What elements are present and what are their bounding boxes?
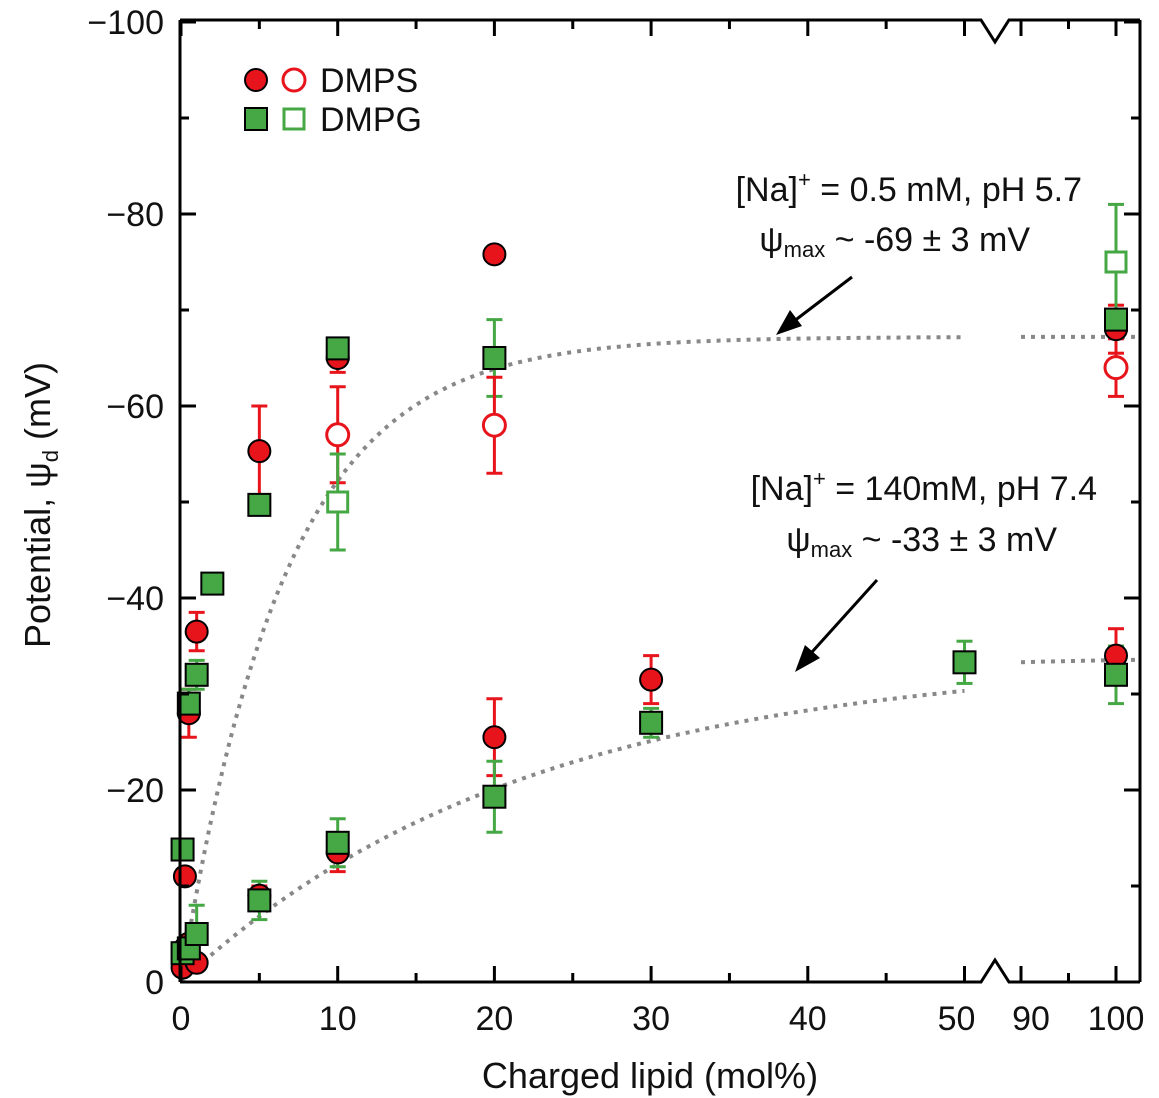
annotation-high-salt-line1: [Na]+ = 140mM, pH 7.4 bbox=[751, 466, 1097, 508]
dmpg-point bbox=[327, 832, 349, 854]
annotation-high-salt-line2: ψmax ~ -33 ± 3 mV bbox=[786, 521, 1057, 562]
fit-curve-low-salt bbox=[181, 337, 965, 982]
y-axis-title-sub: d bbox=[38, 450, 63, 462]
top-axis-line-with-break bbox=[180, 20, 1140, 42]
dmps-point-open bbox=[327, 424, 349, 446]
annotation-low-salt-value: ~ -69 ± 3 mV bbox=[825, 221, 1030, 259]
x-tick-label: 100 bbox=[1088, 1000, 1145, 1038]
legend-dmpg-filled-marker bbox=[245, 108, 267, 130]
y-axis-title: Potential, ψd (mV) bbox=[17, 362, 63, 648]
x-tick-label: 40 bbox=[789, 1000, 827, 1038]
annotation-high-salt-sup: + bbox=[813, 466, 826, 491]
x-tick-labels: 0 10 20 30 40 50 90 100 bbox=[172, 1000, 1145, 1038]
legend: DMPS DMPG bbox=[245, 62, 422, 139]
annotation-low-salt-sub: max bbox=[784, 237, 826, 262]
x-axis-line-with-break bbox=[180, 960, 1140, 982]
dmpg-point-open bbox=[1106, 252, 1126, 272]
annotation-low-salt-arrowhead bbox=[776, 310, 802, 335]
error-bars bbox=[181, 204, 1124, 962]
annotation-low-salt-sup: + bbox=[798, 167, 811, 192]
x-tick-label: 90 bbox=[1012, 1000, 1050, 1038]
dmps-point-open bbox=[1105, 357, 1127, 379]
x-tick-label: 50 bbox=[938, 1000, 976, 1038]
fit-curves bbox=[181, 337, 1140, 982]
annotation-low-salt-line2: ψmax ~ -69 ± 3 mV bbox=[759, 221, 1030, 262]
dmps-point-open bbox=[483, 414, 505, 436]
dmpg-point bbox=[201, 573, 223, 595]
dmpg-point bbox=[640, 712, 662, 734]
annotation-high-salt-psi: ψ bbox=[786, 521, 810, 559]
y-tick-label: −80 bbox=[106, 196, 164, 234]
annotation-high-salt: [Na]+ = 140mM, pH 7.4 ψmax ~ -33 ± 3 mV bbox=[751, 466, 1097, 672]
annotation-low-salt-condition: = 0.5 mM, pH 5.7 bbox=[811, 171, 1082, 209]
legend-dmps-open-marker bbox=[283, 69, 305, 91]
dmpg-point bbox=[172, 839, 194, 861]
y-tick-label: 0 bbox=[145, 964, 164, 1002]
y-axis-title-unit: (mV) bbox=[17, 362, 58, 450]
annotation-low-salt-psi: ψ bbox=[759, 221, 783, 259]
legend-dmpg-label: DMPG bbox=[320, 101, 422, 139]
dmpg-point bbox=[248, 889, 270, 911]
dmpg-point-open bbox=[328, 492, 348, 512]
annotation-low-salt: [Na]+ = 0.5 mM, pH 5.7 ψmax ~ -69 ± 3 mV bbox=[736, 167, 1082, 335]
dmpg-point bbox=[483, 786, 505, 808]
dmps-point bbox=[174, 865, 196, 887]
x-tick-label: 20 bbox=[475, 1000, 513, 1038]
dmpg-point bbox=[327, 337, 349, 359]
y-tick-label: −20 bbox=[106, 772, 164, 810]
annotation-high-salt-value: ~ -33 ± 3 mV bbox=[852, 521, 1057, 559]
y-tick-label: −40 bbox=[106, 580, 164, 618]
dmpg-point bbox=[1105, 309, 1127, 331]
x-tick-label: 0 bbox=[172, 1000, 191, 1038]
legend-dmps-filled-marker bbox=[245, 69, 267, 91]
annotation-high-salt-sub: max bbox=[811, 537, 853, 562]
dmps-point bbox=[483, 726, 505, 748]
annotation-high-salt-condition: = 140mM, pH 7.4 bbox=[826, 470, 1097, 508]
dmps-point bbox=[640, 669, 662, 691]
fit-curve-high-salt bbox=[181, 691, 965, 982]
dmps-point bbox=[483, 243, 505, 265]
y-axis-title-main: Potential, ψ bbox=[17, 462, 58, 648]
x-tick-label: 10 bbox=[319, 1000, 357, 1038]
annotation-low-salt-prefix: [Na] bbox=[736, 171, 798, 209]
dmpg-point bbox=[954, 651, 976, 673]
dmps-point bbox=[186, 621, 208, 643]
dmpg-point bbox=[248, 494, 270, 516]
x-axis-title: Charged lipid (mol%) bbox=[482, 1055, 818, 1096]
legend-dmps-label: DMPS bbox=[320, 62, 418, 100]
annotation-high-salt-prefix: [Na] bbox=[751, 470, 813, 508]
y-tick-labels: 0 −20 −40 −60 −80 −100 bbox=[87, 4, 164, 1002]
legend-dmpg-open-marker bbox=[284, 109, 304, 129]
y-tick-label: −100 bbox=[87, 4, 164, 42]
dmps-point bbox=[248, 440, 270, 462]
data-markers bbox=[172, 243, 1127, 978]
annotation-low-salt-line1: [Na]+ = 0.5 mM, pH 5.7 bbox=[736, 167, 1082, 209]
annotation-high-salt-arrow bbox=[803, 580, 877, 662]
dmpg-point bbox=[483, 347, 505, 369]
dmpg-point bbox=[186, 923, 208, 945]
dmpg-point bbox=[1105, 664, 1127, 686]
y-tick-label: −60 bbox=[106, 388, 164, 426]
dmpg-point bbox=[186, 664, 208, 686]
x-tick-label: 30 bbox=[632, 1000, 670, 1038]
